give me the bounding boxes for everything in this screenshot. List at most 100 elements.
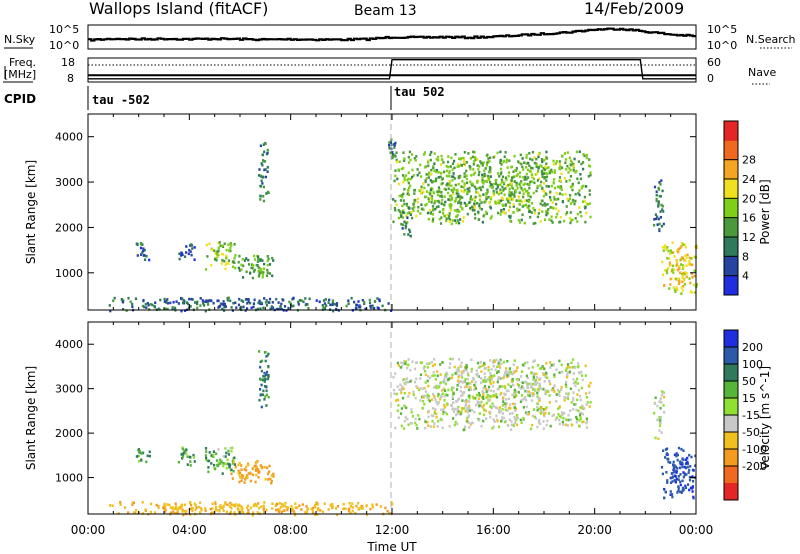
- power-cell: [217, 299, 220, 302]
- power-cell: [171, 306, 174, 309]
- power-cell: [545, 193, 548, 196]
- power-cell: [513, 154, 516, 158]
- power-cell: [682, 285, 685, 288]
- velocity-cell: [205, 458, 208, 462]
- velocity-cell: [545, 362, 548, 365]
- velocity-cell: [313, 504, 317, 507]
- velocity-cell: [247, 508, 250, 512]
- power-cell: [435, 205, 438, 209]
- power-cell: [481, 164, 484, 167]
- velocity-cell: [476, 402, 479, 405]
- velocity-cell: [491, 402, 494, 405]
- power-cell: [582, 200, 585, 204]
- power-cell: [395, 203, 398, 207]
- power-cell: [193, 246, 196, 249]
- power-cell: [377, 307, 380, 310]
- power-cell: [546, 203, 549, 206]
- power-cell: [368, 301, 372, 305]
- velocity-cell: [681, 461, 684, 465]
- velocity-cell: [419, 387, 422, 390]
- velocity-cell: [399, 366, 402, 369]
- velocity-cell: [492, 393, 495, 397]
- velocity-cell: [662, 404, 665, 407]
- power-cell: [182, 301, 185, 305]
- power-cell: [487, 174, 490, 178]
- power-cell: [448, 203, 451, 207]
- velocity-cell: [443, 378, 446, 382]
- power-cell: [492, 193, 496, 197]
- velocity-cell: [464, 400, 467, 403]
- power-cell: [479, 186, 482, 189]
- velocity-cell: [148, 454, 151, 458]
- power-cell: [478, 194, 481, 197]
- power-cell: [689, 290, 692, 293]
- power-cell: [439, 222, 443, 225]
- velocity-cell: [224, 455, 227, 458]
- power-cell: [403, 233, 406, 236]
- power-cell: [447, 174, 450, 178]
- velocity-cell: [498, 385, 501, 388]
- velocity-cell: [541, 387, 545, 391]
- velocity-cell: [271, 502, 274, 505]
- power-cell: [500, 178, 504, 182]
- velocity-cell: [574, 384, 577, 388]
- power-cell: [555, 202, 558, 206]
- velocity-cell: [409, 368, 412, 372]
- velocity-cell: [463, 385, 466, 389]
- power-cell: [455, 197, 458, 200]
- power-cell: [682, 271, 685, 275]
- velocity-cell: [663, 395, 666, 399]
- velocity-cell: [482, 397, 485, 400]
- power-cell: [166, 298, 169, 301]
- velocity-cell: [134, 511, 137, 515]
- power-cell: [202, 302, 205, 305]
- power-cell: [444, 188, 447, 191]
- power-cell: [402, 180, 405, 184]
- cpid-panel: CPID tau -502 tau 502: [4, 85, 445, 110]
- power-cell: [259, 259, 262, 262]
- power-cell: [480, 188, 483, 192]
- velocity-cell: [426, 420, 429, 424]
- velocity-cell: [452, 401, 455, 404]
- power-cell: [441, 208, 445, 212]
- power-cell: [431, 205, 435, 208]
- power-cell: [507, 174, 510, 178]
- power-cell: [288, 300, 291, 304]
- power-cell: [407, 161, 411, 164]
- power-cell: [487, 176, 490, 180]
- power-cell: [525, 162, 528, 165]
- velocity-cell: [692, 469, 695, 472]
- power-cell: [402, 159, 406, 162]
- velocity-cell: [535, 376, 539, 379]
- velocity-cell: [466, 385, 469, 388]
- power-cell: [668, 261, 671, 265]
- velocity-cell: [691, 490, 694, 493]
- velocity-cell: [423, 402, 426, 406]
- power-cell: [447, 155, 450, 158]
- velocity-cell: [259, 393, 262, 397]
- velocity-cell: [432, 414, 435, 417]
- power-cell: [267, 301, 270, 304]
- velocity-cell: [480, 424, 483, 428]
- power-cell: [238, 269, 241, 272]
- velocity-bar-tick-label: 15: [742, 392, 756, 405]
- power-cell: [444, 200, 447, 204]
- velocity-cell: [192, 453, 195, 457]
- power-cell: [252, 302, 255, 305]
- power-cell: [203, 304, 206, 307]
- power-cell: [242, 276, 245, 279]
- power-cell: [440, 154, 443, 158]
- power-cell: [667, 249, 670, 253]
- velocity-cell: [565, 369, 568, 372]
- velocity-cell: [512, 402, 515, 406]
- velocity-cell: [397, 364, 400, 367]
- velocity-cell: [268, 464, 271, 468]
- power-cell: [443, 170, 446, 174]
- velocity-cell: [211, 507, 214, 510]
- power-cell: [389, 151, 392, 154]
- velocity-cell: [495, 414, 498, 418]
- velocity-cell: [456, 384, 459, 387]
- velocity-cell: [263, 371, 266, 375]
- velocity-bar-tick-label: 50: [742, 375, 756, 388]
